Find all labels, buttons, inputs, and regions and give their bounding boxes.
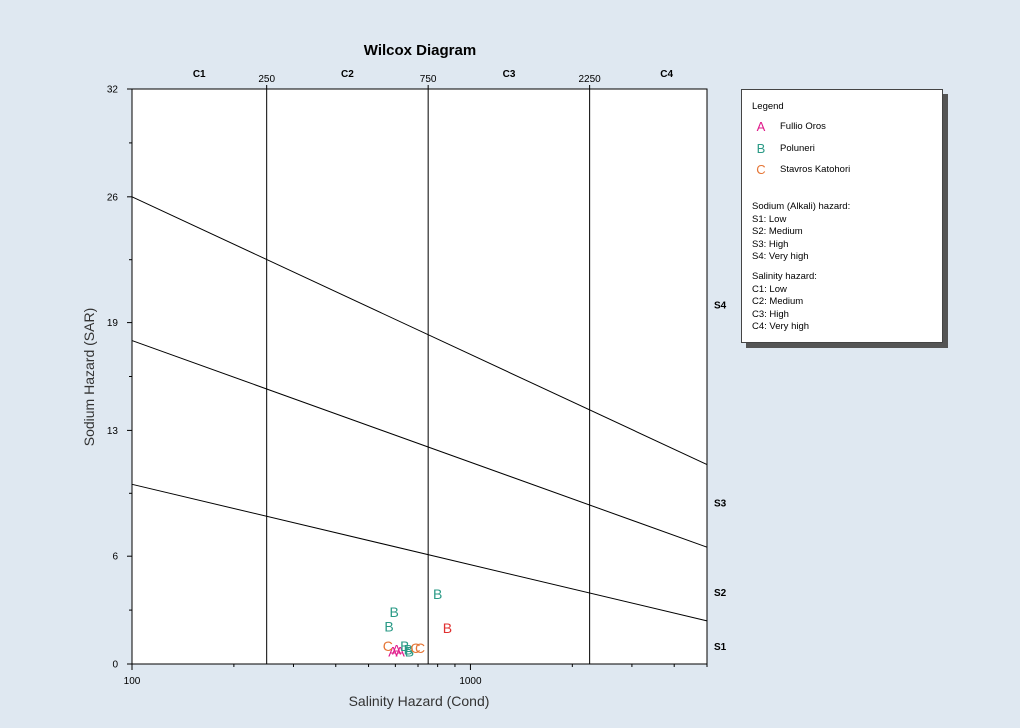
sodium-class-label: S4 <box>714 301 727 312</box>
legend-label: Fullio Oros <box>780 121 826 132</box>
data-point: B <box>433 586 442 602</box>
data-point: B <box>400 638 409 654</box>
y-tick-label: 19 <box>107 318 119 329</box>
plot-background <box>132 89 707 664</box>
legend-symbol: C <box>756 162 766 177</box>
data-point: A <box>388 643 398 659</box>
salinity-class-label: C3 <box>503 69 516 80</box>
sodium-hazard-item: S4: Very high <box>752 251 809 263</box>
salinity-class-label: C4 <box>660 69 673 80</box>
sodium-class-label: S3 <box>714 498 727 509</box>
sodium-hazard-legend: Sodium (Alkali) hazard: S1: Low S2: Medi… <box>752 201 850 264</box>
salinity-hazard-item: C1: Low <box>752 283 787 295</box>
salinity-hazard-legend: Salinity hazard: C1: Low C2: Medium C3: … <box>752 271 817 334</box>
sodium-boundary-line <box>131 483 708 622</box>
data-point: B <box>389 604 398 620</box>
y-tick-label: 13 <box>107 426 119 437</box>
sodium-class-label: S1 <box>714 642 727 653</box>
data-point: C <box>415 640 425 656</box>
sodium-hazard-item: S3: High <box>752 238 789 250</box>
top-tick-label: 750 <box>420 74 437 85</box>
y-tick-label: 32 <box>107 85 119 96</box>
salinity-hazard-item: C2: Medium <box>752 296 804 308</box>
legend-label: Stavros Katohori <box>780 164 851 175</box>
data-point: B <box>384 618 393 634</box>
y-tick-label: 0 <box>112 660 118 671</box>
chart-title: Wilcox Diagram <box>364 42 476 59</box>
salinity-hazard-item: C4: Very high <box>752 321 810 333</box>
salinity-hazard-item: C3: High <box>752 308 789 320</box>
legend-title: Legend <box>752 101 784 112</box>
data-point: C <box>383 638 393 654</box>
top-tick-label: 250 <box>258 74 275 85</box>
salinity-class-label: C1 <box>193 69 206 80</box>
y-tick-label: 6 <box>112 552 118 563</box>
sodium-hazard-item: S1: Low <box>752 213 787 225</box>
plot-area: 0 6 13 19 26 32 100 1000 250 750 2250 C1 C2 C3 C4 S1 S2 S… <box>107 69 727 687</box>
legend-entry-fullio-oros: A Fullio Oros <box>754 120 939 136</box>
salinity-hazard-heading: Salinity hazard: <box>752 271 817 282</box>
sodium-hazard-item: S2: Medium <box>752 226 803 238</box>
legend-entry-poluneri: B Poluneri <box>754 142 939 158</box>
legend-symbol: B <box>756 141 766 156</box>
x-tick-label: 1000 <box>459 676 482 687</box>
sodium-hazard-heading: Sodium (Alkali) hazard: <box>752 201 851 212</box>
sodium-class-label: S2 <box>714 588 727 599</box>
y-axis-label: Sodium Hazard (SAR) <box>81 308 97 447</box>
legend-label: Poluneri <box>780 143 815 154</box>
y-tick-label: 26 <box>107 192 119 203</box>
sodium-boundary-line <box>131 196 708 466</box>
data-point: A <box>396 643 406 659</box>
x-tick-label: 100 <box>124 676 141 687</box>
salinity-class-label: C2 <box>341 69 354 80</box>
legend-entry-stavros-katohori: C Stavros Katohori <box>754 163 939 179</box>
data-point: A <box>392 642 402 658</box>
sodium-boundary-line <box>131 340 708 548</box>
x-axis-label: Salinity Hazard (Cond) <box>349 693 490 709</box>
data-point: C <box>410 640 420 656</box>
legend: Legend A Fullio Oros B Poluneri C Stavro… <box>741 89 943 343</box>
top-tick-label: 2250 <box>579 74 602 85</box>
data-point: B <box>404 642 413 658</box>
legend-symbol: A <box>756 119 766 134</box>
data-point: B <box>443 620 452 636</box>
data-point: B <box>405 643 414 659</box>
